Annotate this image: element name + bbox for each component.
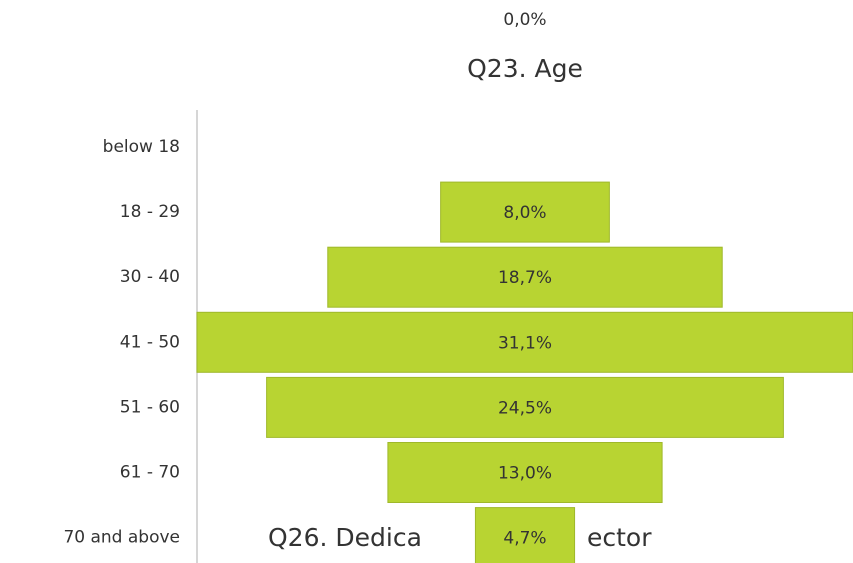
bar bbox=[266, 376, 784, 438]
bar bbox=[196, 311, 853, 373]
y-tick-label: below 18 bbox=[103, 137, 180, 157]
value-label: 0,0% bbox=[503, 10, 546, 30]
bar bbox=[474, 507, 576, 563]
value-label: 8,0% bbox=[503, 203, 546, 223]
bar bbox=[387, 442, 663, 503]
annotation: Q26. Dedica bbox=[268, 523, 422, 552]
y-tick-label: 41 - 50 bbox=[120, 332, 180, 352]
annotation: ector bbox=[587, 523, 652, 552]
y-tick-label: 18 - 29 bbox=[120, 202, 180, 222]
value-label: 24,5% bbox=[498, 398, 552, 418]
bar bbox=[440, 181, 610, 243]
value-label: 31,1% bbox=[498, 333, 552, 353]
y-tick-label: 51 - 60 bbox=[120, 397, 180, 417]
value-label: 13,0% bbox=[498, 464, 552, 484]
chart-title: Q23. Age bbox=[467, 54, 583, 83]
y-tick-label: 30 - 40 bbox=[120, 267, 180, 287]
bar bbox=[327, 246, 723, 308]
value-label: 18,7% bbox=[498, 268, 552, 288]
value-label: 4,7% bbox=[503, 529, 546, 549]
y-tick-label: 61 - 70 bbox=[120, 463, 180, 483]
y-tick-label: 70 and above bbox=[63, 528, 180, 548]
